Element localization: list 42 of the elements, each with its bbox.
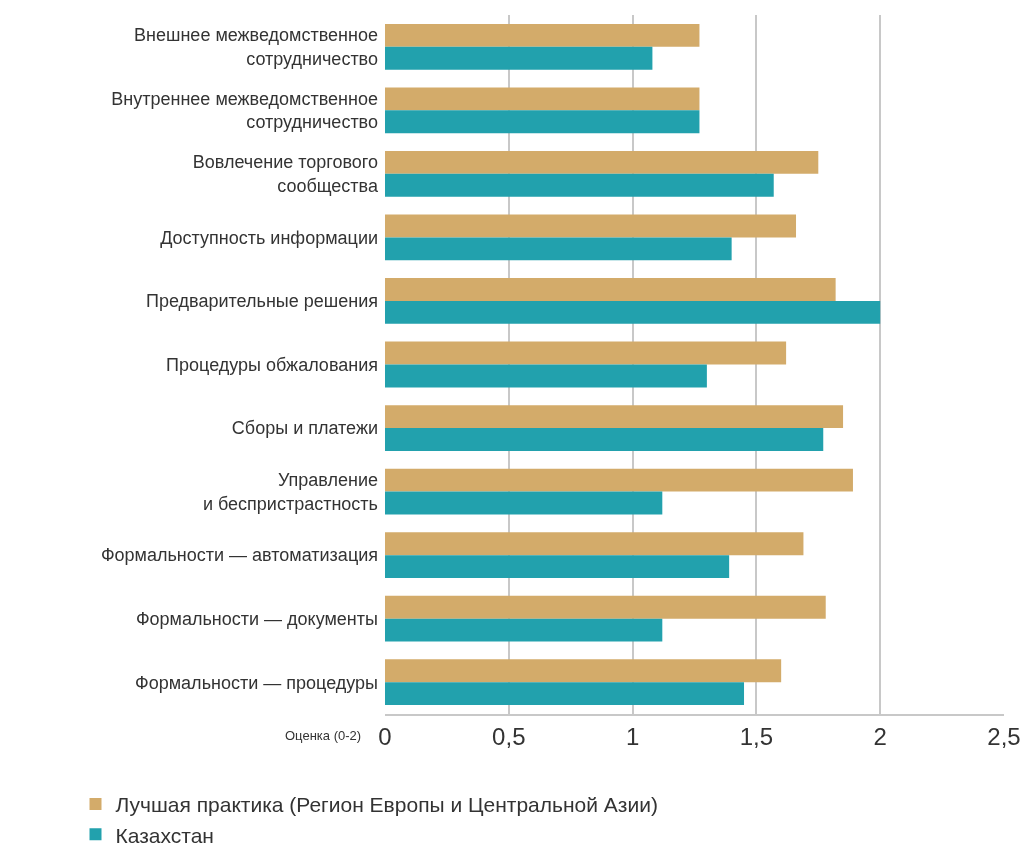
x-tick-label: 1,5 [739,722,774,750]
bar [385,532,804,556]
bar [385,555,730,579]
bar [385,237,732,261]
x-tick-label: 2 [873,722,887,750]
bar [385,23,700,47]
y-tick-label: Вовлечение торгового сообщества [192,152,379,196]
x-tick-label: 0 [378,722,392,750]
x-axis-title: Оценка (0-2) [285,728,362,743]
bar [385,618,663,642]
bar [385,173,774,197]
y-tick-label: Предварительные решения [146,291,378,312]
bar [385,110,700,134]
bar [385,150,819,174]
y-tick-label: Процедуры обжалования [166,354,378,375]
bar [385,659,782,683]
bar [385,364,707,388]
y-tick-label: Внешнее межведомственное сотрудничество [134,25,378,69]
y-tick-label: Формальности — процедуры [135,672,378,693]
legend-label: Лучшая практика (Регион Европы и Центральной Азии) [115,793,658,817]
bar [385,595,826,619]
y-tick-label: Внутреннее межведомственное сотрудничество [111,88,378,133]
legend-label: Казахстан [115,823,214,847]
x-tick-label: 0,5 [492,722,526,750]
bar [385,468,853,492]
bar [385,214,797,238]
y-tick-label: Управление и беспристрастность [202,470,378,514]
y-tick-label: Сборы и платежи [231,418,378,439]
bar [385,46,653,70]
bar [385,428,824,451]
y-tick-label: Доступность информации [160,227,378,248]
x-tick-label: 2,5 [987,722,1021,750]
y-tick-label: Формальности — документы [135,608,378,629]
bar [385,682,745,706]
bar [385,87,700,111]
bar [385,491,663,515]
y-tick-label: Формальности — автоматизация [100,545,378,566]
x-tick-label: 1 [625,722,640,750]
bar [385,278,836,301]
bar [385,300,881,324]
bar [385,405,844,429]
bar [385,341,787,365]
